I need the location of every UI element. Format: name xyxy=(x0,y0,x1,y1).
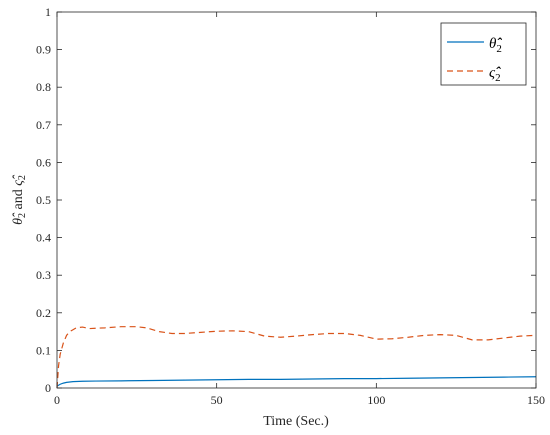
y-tick-label: 0.2 xyxy=(36,306,51,320)
y-tick-label: 0.5 xyxy=(36,193,51,207)
x-tick-label: 0 xyxy=(54,393,60,407)
x-tick-label: 100 xyxy=(367,393,385,407)
y-tick-label: 0.1 xyxy=(36,343,51,357)
y-tick-label: 0.4 xyxy=(36,231,51,245)
legend: θ̂̂2 ς̂̂2 xyxy=(440,22,527,86)
y-tick-label: 0.9 xyxy=(36,43,51,57)
y-axis-title-varsigma-sub: 2 xyxy=(17,175,28,180)
ticks-layer: 0 50 100 150 0 0.1 0.2 0.3 0.4 0.5 0.6 0.7 0.8 0.9 1 xyxy=(36,5,545,407)
series-line-varsigma xyxy=(56,326,537,389)
y-tick-label: 0.6 xyxy=(36,155,51,169)
plot-frame xyxy=(56,11,537,389)
y-axis-title-theta-sub: 2 xyxy=(17,213,28,218)
y-tick-label: 0.3 xyxy=(36,268,51,282)
series-layer xyxy=(56,326,537,389)
y-axis-title: θ̂̂2 and ς̂̂2 xyxy=(11,174,28,225)
y-tick-label: 0 xyxy=(45,381,51,395)
y-tick-label: 0.7 xyxy=(36,118,51,132)
y-tick-label: 0.8 xyxy=(36,80,51,94)
y-tick-label: 1 xyxy=(45,5,51,19)
x-tick-label: 150 xyxy=(527,393,545,407)
series-line-theta xyxy=(56,376,537,387)
x-axis-title: Time (Sec.) xyxy=(263,414,329,429)
x-tick-label: 50 xyxy=(211,393,223,407)
legend-box xyxy=(440,22,527,86)
y-axis-title-and: and xyxy=(11,186,26,213)
